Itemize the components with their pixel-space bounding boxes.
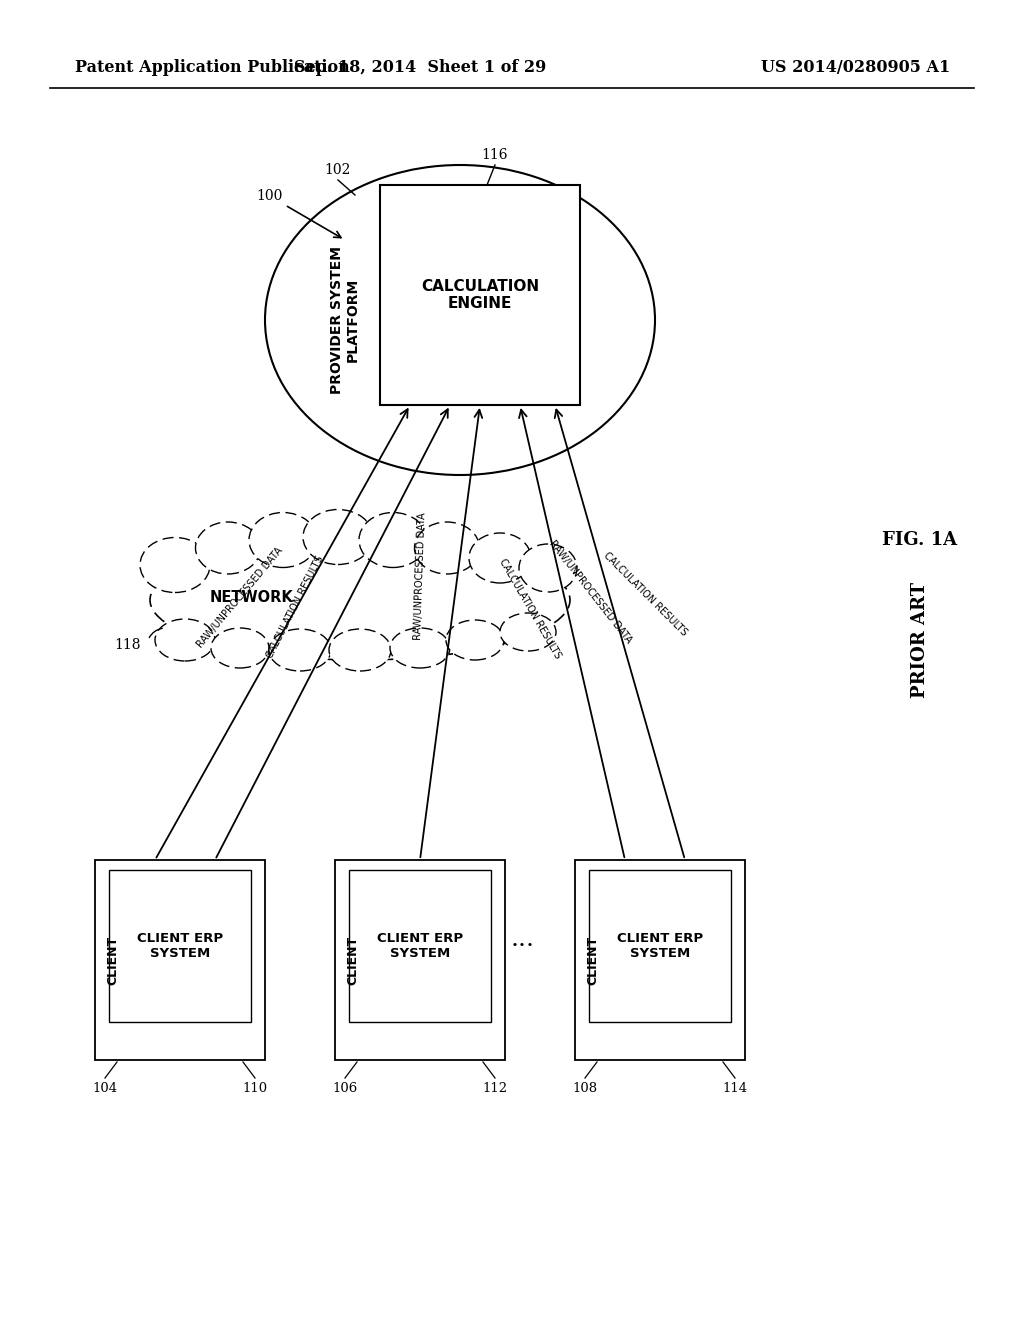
Text: 104: 104 [92, 1081, 118, 1094]
Bar [349, 870, 490, 1022]
Text: 102: 102 [325, 162, 351, 177]
Ellipse shape [519, 544, 577, 591]
Text: ...: ... [511, 928, 535, 952]
Text: RAW/UNPROCESSED DATA: RAW/UNPROCESSED DATA [413, 512, 427, 640]
Text: CLIENT ERP
SYSTEM: CLIENT ERP SYSTEM [616, 932, 703, 960]
Text: CALCULATION RESULTS: CALCULATION RESULTS [265, 554, 326, 660]
Ellipse shape [329, 630, 391, 671]
Ellipse shape [446, 620, 504, 660]
Text: Patent Application Publication: Patent Application Publication [75, 59, 350, 77]
Text: 110: 110 [243, 1081, 267, 1094]
Text: US 2014/0280905 A1: US 2014/0280905 A1 [761, 59, 950, 77]
Text: CALCULATION
ENGINE: CALCULATION ENGINE [421, 279, 539, 312]
Ellipse shape [469, 533, 531, 583]
Text: CLIENT ERP
SYSTEM: CLIENT ERP SYSTEM [377, 932, 463, 960]
Text: NETWORK: NETWORK [210, 590, 294, 606]
Ellipse shape [390, 628, 450, 668]
Ellipse shape [269, 630, 331, 671]
Ellipse shape [303, 510, 373, 565]
Ellipse shape [140, 537, 210, 593]
Bar [95, 861, 265, 1060]
Text: CALCULATION RESULTS: CALCULATION RESULTS [601, 550, 689, 638]
Ellipse shape [500, 612, 556, 651]
Text: 112: 112 [482, 1081, 508, 1094]
Text: 100: 100 [257, 189, 284, 203]
Text: 114: 114 [723, 1081, 748, 1094]
Text: CLIENT: CLIENT [106, 936, 120, 985]
Ellipse shape [359, 512, 427, 568]
Ellipse shape [196, 521, 260, 574]
Bar [575, 861, 745, 1060]
Text: 118: 118 [115, 638, 141, 652]
Ellipse shape [249, 512, 317, 568]
Text: PRIOR ART: PRIOR ART [911, 582, 929, 698]
Text: CLIENT ERP
SYSTEM: CLIENT ERP SYSTEM [137, 932, 223, 960]
Text: RAW/UNPROCESSED DATA: RAW/UNPROCESSED DATA [547, 539, 633, 645]
Text: CLIENT: CLIENT [346, 936, 359, 985]
Ellipse shape [155, 619, 215, 661]
Bar [109, 870, 251, 1022]
Text: 116: 116 [481, 148, 508, 162]
Text: CALCULATION RESULTS: CALCULATION RESULTS [498, 557, 563, 660]
Text: RAW/UNPROCESSED DATA: RAW/UNPROCESSED DATA [196, 545, 285, 649]
Bar [380, 185, 580, 405]
Bar [335, 861, 505, 1060]
Text: PROVIDER SYSTEM
PLATFORM: PROVIDER SYSTEM PLATFORM [330, 246, 360, 393]
Ellipse shape [415, 521, 479, 574]
Ellipse shape [211, 628, 269, 668]
Bar [589, 870, 731, 1022]
Text: 108: 108 [572, 1081, 598, 1094]
Text: FIG. 1A: FIG. 1A [883, 531, 957, 549]
Text: 106: 106 [333, 1081, 357, 1094]
Text: CLIENT: CLIENT [587, 936, 599, 985]
Text: Sep. 18, 2014  Sheet 1 of 29: Sep. 18, 2014 Sheet 1 of 29 [294, 59, 546, 77]
